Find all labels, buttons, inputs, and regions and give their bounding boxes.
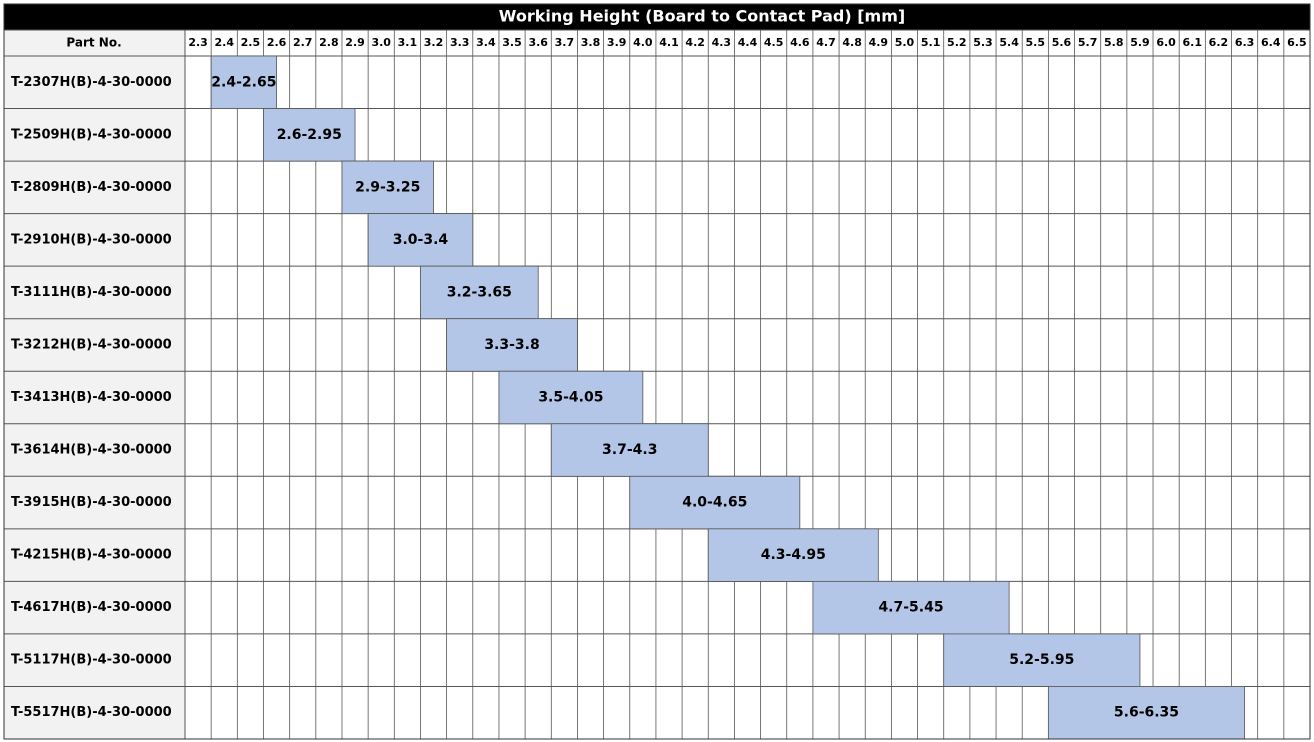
x-tick-label: 3.8 [581,36,601,49]
table-border [3,3,1311,740]
x-tick-label: 5.3 [973,36,993,49]
category-label: T-5117H(B)-4-30-0000 [11,653,172,668]
range-bar [707,528,879,582]
x-tick-label: 5.2 [947,36,967,49]
x-tick-label: 2.7 [293,36,313,49]
value-label: 3.5-4.05 [538,390,603,406]
range-bar [498,370,644,425]
x-tick-label: 3.7 [555,36,575,49]
value-label: 2.4-2.65 [211,74,276,90]
category-header: Part No. [66,36,121,50]
x-tick-label: 4.2 [685,36,705,49]
category-label: T-3212H(B)-4-30-0000 [11,337,172,352]
value-label: 3.0-3.4 [393,232,449,248]
x-tick-label: 5.9 [1130,36,1150,49]
x-tick-label: 3.3 [450,36,470,49]
category-label: T-2509H(B)-4-30-0000 [11,127,172,142]
range-bar [210,55,277,109]
range-bar [629,475,801,530]
category-label: T-3915H(B)-4-30-0000 [11,495,172,510]
value-label: 2.9-3.25 [355,179,420,195]
x-tick-label: 6.3 [1235,36,1255,49]
x-tick-label: 2.9 [345,36,365,49]
x-tick-label: 5.4 [999,36,1019,49]
x-tick-label: 5.8 [1104,36,1124,49]
x-tick-label: 4.1 [659,36,679,49]
chart-title: Working Height (Board to Contact Pad) [m… [499,7,905,26]
x-tick-label: 3.9 [607,36,627,49]
value-label: 4.0-4.65 [682,495,747,511]
range-bar [812,580,1010,635]
x-tick-label: 5.0 [895,36,915,49]
x-tick-label: 3.6 [528,36,548,49]
x-tick-label: 3.2 [424,36,444,49]
category-label: T-4215H(B)-4-30-0000 [11,548,172,563]
range-bar [420,265,539,320]
x-tick-label: 4.6 [790,36,810,49]
x-tick-label: 2.6 [267,36,287,49]
value-label: 3.2-3.65 [447,284,512,300]
range-bar [550,423,709,477]
range-bar [1047,686,1245,740]
x-tick-label: 5.5 [1026,36,1046,49]
x-tick-label: 4.4 [738,36,758,49]
x-tick-label: 2.4 [214,36,234,49]
category-label: T-2809H(B)-4-30-0000 [11,180,172,195]
value-label: 2.6-2.95 [277,127,342,143]
category-label: T-3614H(B)-4-30-0000 [11,443,172,458]
category-label: T-4617H(B)-4-30-0000 [11,600,172,615]
x-tick-label: 2.3 [188,36,208,49]
x-tick-label: 6.2 [1209,36,1229,49]
title-bar [4,4,1310,30]
value-label: 3.7-4.3 [602,442,657,458]
x-tick-label: 6.5 [1287,36,1307,49]
value-label: 4.3-4.95 [761,547,826,563]
x-tick-label: 3.4 [476,36,496,49]
category-label: T-5517H(B)-4-30-0000 [11,705,172,720]
x-tick-label: 4.7 [816,36,836,49]
x-tick-label: 6.4 [1261,36,1281,49]
part-column [3,29,186,740]
range-bar [263,108,356,162]
x-tick-label: 3.0 [371,36,391,49]
x-tick-label: 4.0 [633,36,653,49]
x-tick-label: 3.1 [398,36,418,49]
category-label: T-3111H(B)-4-30-0000 [11,285,172,300]
x-tick-label: 6.0 [1156,36,1176,49]
value-label: 5.2-5.95 [1009,652,1074,668]
value-label: 5.6-6.35 [1114,705,1179,721]
range-bar [341,160,434,215]
category-label: T-2307H(B)-4-30-0000 [11,75,172,90]
range-bar [446,318,578,372]
value-label: 3.3-3.8 [484,337,539,353]
x-tick-label: 4.9 [869,36,889,49]
x-tick-label: 5.7 [1078,36,1098,49]
x-tick-label: 3.5 [502,36,522,49]
x-tick-label: 4.5 [764,36,784,49]
x-tick-label: 5.6 [1052,36,1072,49]
x-tick-label: 6.1 [1183,36,1203,49]
x-tick-label: 2.8 [319,36,339,49]
category-label: T-2910H(B)-4-30-0000 [11,232,172,247]
value-label: 4.7-5.45 [878,600,943,616]
x-tick-label: 5.1 [921,36,941,49]
x-tick-label: 2.5 [241,36,261,49]
x-tick-label: 4.3 [712,36,732,49]
x-tick-label: 4.8 [842,36,862,49]
category-label: T-3413H(B)-4-30-0000 [11,390,172,405]
range-bar [943,633,1141,687]
